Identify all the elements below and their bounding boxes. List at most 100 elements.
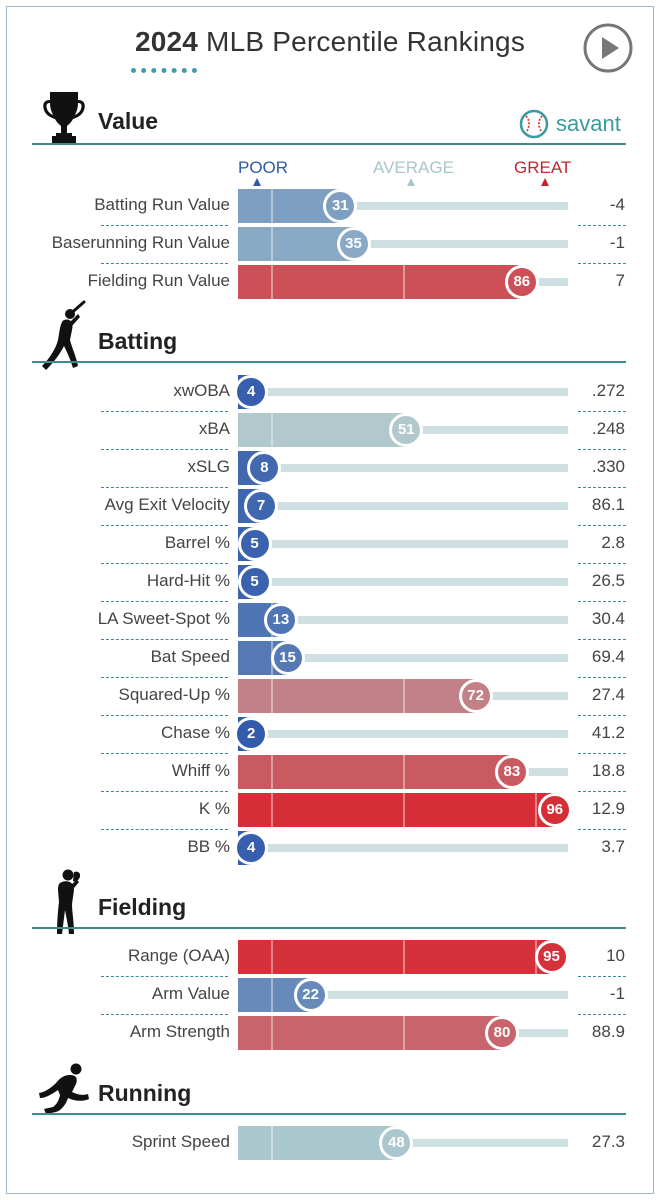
percentile-bar bbox=[238, 265, 522, 299]
percentile-circle[interactable]: 96 bbox=[537, 793, 572, 827]
metric-label: Arm Strength bbox=[129, 1022, 230, 1041]
section-rule bbox=[32, 927, 626, 929]
row-divider bbox=[578, 829, 626, 830]
percentile-track bbox=[238, 654, 568, 662]
row-divider bbox=[101, 225, 228, 226]
percentile-bar bbox=[238, 1016, 502, 1050]
metric-value: 88.9 bbox=[591, 1022, 625, 1041]
scale-tick bbox=[271, 1126, 273, 1160]
percentile-circle[interactable]: 4 bbox=[234, 831, 269, 865]
metric-label: Fielding Run Value bbox=[87, 271, 230, 290]
row-divider bbox=[578, 487, 626, 488]
percentile-circle[interactable]: 35 bbox=[336, 227, 371, 261]
percentile-circle[interactable]: 51 bbox=[389, 413, 424, 447]
percentile-circle[interactable]: 13 bbox=[263, 603, 298, 637]
row-divider bbox=[578, 639, 626, 640]
metric-label: Whiff % bbox=[171, 761, 230, 780]
metric-label: Arm Value bbox=[151, 984, 230, 1003]
metric-value: 12.9 bbox=[591, 799, 625, 818]
metric-label: Batting Run Value bbox=[94, 195, 230, 214]
scale-tick bbox=[403, 793, 405, 827]
trophy-icon bbox=[43, 92, 85, 145]
metric-value: 26.5 bbox=[591, 571, 625, 590]
percentile-circle[interactable]: 7 bbox=[244, 489, 279, 523]
play-icon[interactable] bbox=[583, 23, 633, 73]
row-divider bbox=[578, 411, 626, 412]
row-divider bbox=[101, 753, 228, 754]
page-title: 2024 MLB Percentile Rankings bbox=[0, 26, 660, 58]
percentile-circle[interactable]: 80 bbox=[485, 1016, 519, 1050]
percentile-circle[interactable]: 8 bbox=[247, 451, 282, 485]
row-divider bbox=[101, 601, 228, 602]
percentile-track bbox=[238, 202, 568, 210]
metric-label: Sprint Speed bbox=[131, 1132, 230, 1151]
percentile-circle[interactable]: 86 bbox=[504, 265, 539, 299]
percentile-circle[interactable]: 4 bbox=[234, 375, 269, 409]
metric-value: 10 bbox=[606, 946, 625, 965]
percentile-circle[interactable]: 5 bbox=[237, 565, 272, 599]
section-rule bbox=[32, 143, 626, 145]
section-title-batting: Batting bbox=[98, 328, 178, 354]
percentile-circle[interactable]: 2 bbox=[234, 717, 269, 751]
percentile-track bbox=[238, 991, 568, 999]
scale-tick bbox=[271, 679, 273, 713]
metric-label: Avg Exit Velocity bbox=[104, 495, 230, 514]
percentile-circle[interactable]: 48 bbox=[379, 1126, 414, 1160]
baseball-icon bbox=[519, 109, 549, 139]
percentile-circle[interactable]: 22 bbox=[293, 978, 328, 1012]
row-divider bbox=[578, 753, 626, 754]
row-divider bbox=[101, 829, 228, 830]
scale-tick bbox=[535, 793, 537, 827]
row-divider bbox=[101, 449, 228, 450]
section-title-running: Running bbox=[98, 1080, 192, 1106]
scale-label-average: AVERAGE bbox=[373, 158, 454, 177]
average-arrow-icon bbox=[407, 178, 415, 186]
percentile-circle[interactable]: 5 bbox=[237, 527, 272, 561]
scale-tick bbox=[271, 793, 273, 827]
percentile-bar bbox=[238, 413, 407, 447]
metric-value: 18.8 bbox=[591, 761, 625, 780]
metric-label: Squared-Up % bbox=[118, 685, 230, 704]
percentile-circle[interactable]: 95 bbox=[534, 940, 569, 974]
row-divider bbox=[578, 525, 626, 526]
scale-label-great: GREAT bbox=[514, 158, 572, 177]
percentile-track bbox=[238, 388, 568, 396]
percentile-bar bbox=[238, 755, 512, 789]
row-divider bbox=[578, 449, 626, 450]
row-divider bbox=[101, 976, 228, 977]
percentile-circle[interactable]: 83 bbox=[494, 755, 529, 789]
percentile-circle[interactable]: 15 bbox=[270, 641, 305, 675]
metric-label: Chase % bbox=[161, 723, 230, 742]
row-divider bbox=[578, 263, 626, 264]
percentile-track bbox=[238, 844, 568, 852]
metric-value: -1 bbox=[609, 984, 625, 1003]
percentile-track bbox=[238, 502, 568, 510]
percentile-circle[interactable]: 31 bbox=[323, 189, 358, 223]
percentile-track bbox=[238, 464, 568, 472]
scale-tick bbox=[271, 755, 273, 789]
metric-value: 27.4 bbox=[591, 685, 625, 704]
metric-label: Bat Speed bbox=[150, 647, 230, 666]
percentile-bar bbox=[238, 940, 552, 974]
poor-arrow-icon bbox=[253, 178, 261, 186]
metric-label: BB % bbox=[187, 837, 230, 856]
percentile-bar bbox=[238, 793, 555, 827]
row-divider bbox=[101, 563, 228, 564]
row-divider bbox=[101, 263, 228, 264]
metric-label: xwOBA bbox=[173, 381, 230, 400]
section-rule bbox=[32, 361, 626, 363]
row-divider bbox=[101, 639, 228, 640]
row-divider bbox=[101, 411, 228, 412]
metric-value: 2.8 bbox=[601, 533, 625, 552]
percentile-circle[interactable]: 72 bbox=[458, 679, 493, 713]
percentile-track bbox=[238, 240, 568, 248]
row-divider bbox=[578, 976, 626, 977]
scale-tick bbox=[271, 978, 273, 1012]
scale-tick bbox=[271, 940, 273, 974]
batter-icon bbox=[42, 300, 86, 370]
scale-tick bbox=[271, 227, 273, 261]
metric-value: .330 bbox=[591, 457, 625, 476]
metric-value: 7 bbox=[615, 271, 625, 290]
savant-logo-text: savant bbox=[556, 111, 621, 136]
row-divider bbox=[101, 791, 228, 792]
